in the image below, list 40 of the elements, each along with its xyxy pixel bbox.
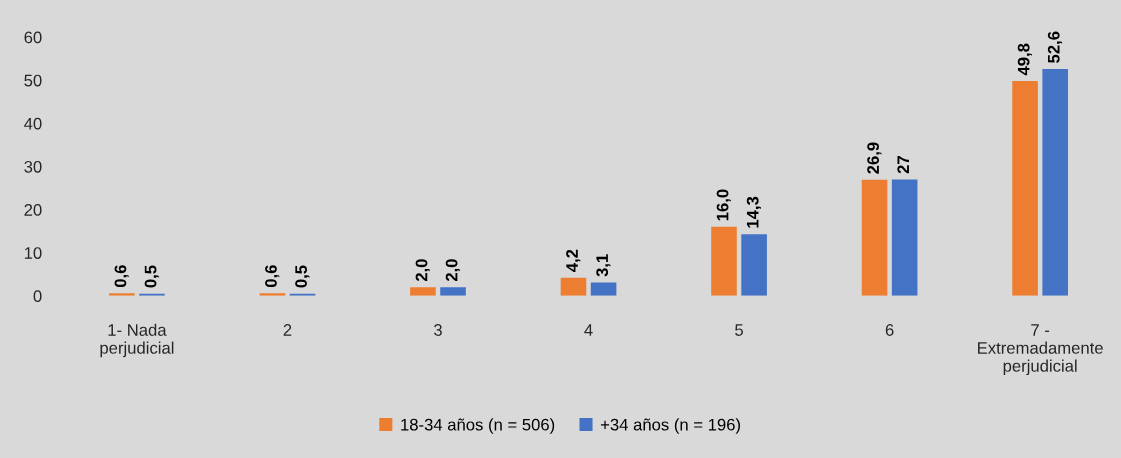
bar (711, 226, 737, 296)
bar (410, 287, 436, 296)
x-tick-label: 7 - Extremadamente perjudicial (978, 324, 1103, 376)
y-tick-label: 10 (24, 247, 42, 259)
data-label: 52,6 (1047, 31, 1063, 63)
y-tick-label: 50 (24, 74, 42, 87)
x-tick-label: 5 (735, 324, 743, 336)
y-tick-label: 20 (24, 204, 42, 216)
x-tick-label: 2 (283, 324, 292, 336)
data-label: 26,9 (867, 142, 882, 174)
bar (891, 179, 918, 296)
bar (440, 287, 466, 296)
x-tick-label: 4 (584, 324, 593, 336)
y-tick-label: 40 (24, 117, 42, 130)
y-tick-label: 0 (33, 290, 42, 303)
data-label: 27 (897, 156, 909, 174)
x-tick-label: 6 (885, 324, 894, 336)
data-label: 3,1 (596, 254, 611, 277)
data-label: 2,0 (445, 259, 460, 282)
bar (741, 234, 767, 296)
data-label: 16,0 (716, 189, 731, 221)
bar (861, 179, 888, 296)
x-tick-label: 1- Nada perjudicial (100, 323, 174, 358)
data-label: 0,6 (114, 265, 129, 288)
legend-label: +34 años (n = 196) (600, 418, 740, 434)
y-tick-label: 60 (24, 31, 42, 44)
y-tick-label: 30 (24, 160, 42, 173)
legend-label: 18-34 años (n = 506) (401, 418, 555, 434)
data-label: 14,3 (746, 196, 761, 228)
bar (1042, 69, 1068, 296)
bar (590, 282, 617, 296)
bar (1012, 81, 1038, 296)
data-label: 49,8 (1017, 43, 1032, 76)
data-label: 0,5 (295, 265, 310, 288)
x-tick-label: 3 (433, 324, 442, 336)
data-label: 2,0 (415, 259, 430, 282)
bar (560, 277, 587, 296)
data-label: 0,5 (144, 265, 159, 288)
data-label: 0,6 (265, 265, 280, 288)
data-label: 4,2 (566, 249, 581, 272)
